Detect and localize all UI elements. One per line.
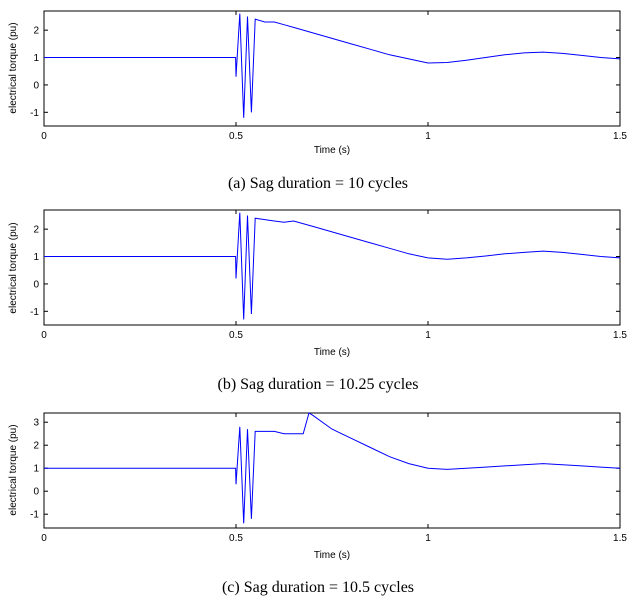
y-tick-label: 2 (33, 441, 39, 452)
x-axis-label: Time (s) (314, 145, 350, 156)
y-ticks: -1 0 1 2 (30, 26, 620, 119)
y-axis-label: electrical torque (pu) (8, 424, 19, 515)
y-tick-label: 0 (33, 279, 39, 290)
panel-c: 0 0.5 1 1.5 -1 0 1 2 3 Time (s) electrical torq… (8, 412, 627, 596)
panel-a: 0 0.5 1 1.5 -1 0 1 2 Time (s) electrical torqu… (8, 10, 627, 192)
x-tick-label: 0 (41, 533, 47, 544)
y-tick-label: 1 (33, 252, 39, 263)
panel-caption: (a) Sag duration = 10 cycles (228, 175, 408, 192)
x-tick-label: 0.5 (229, 533, 243, 544)
x-tick-label: 1 (425, 533, 431, 544)
x-tick-label: 1.5 (613, 131, 627, 142)
x-tick-label: 1.5 (613, 533, 627, 544)
y-tick-label: 2 (33, 225, 39, 236)
torque-series-line (44, 412, 621, 524)
x-tick-label: 0.5 (229, 330, 243, 341)
x-tick-label: 1 (425, 330, 431, 341)
panel-caption: (b) Sag duration = 10.25 cycles (218, 376, 419, 393)
x-tick-label: 0 (41, 330, 47, 341)
panel-caption: (c) Sag duration = 10.5 cycles (222, 579, 414, 596)
y-tick-label: 3 (33, 418, 39, 429)
y-tick-label: 1 (33, 464, 39, 475)
y-axis-label: electrical torque (pu) (8, 22, 19, 113)
y-axis-label: electrical torque (pu) (8, 222, 19, 313)
y-ticks: -1 0 1 2 3 (30, 418, 620, 521)
plot-frame (43, 10, 621, 127)
x-tick-label: 0.5 (229, 131, 243, 142)
torque-series-line (44, 212, 621, 320)
panel-b: 0 0.5 1 1.5 -1 0 1 2 Time (s) electrical torqu… (8, 209, 627, 393)
y-tick-label: -1 (30, 108, 39, 119)
y-tick-label: 1 (33, 53, 39, 64)
x-ticks: 0 0.5 1 1.5 (41, 11, 627, 142)
x-tick-label: 1.5 (613, 330, 627, 341)
y-tick-label: -1 (30, 307, 39, 318)
x-ticks: 0 0.5 1 1.5 (41, 210, 627, 341)
x-axis-label: Time (s) (314, 347, 350, 358)
x-tick-label: 1 (425, 131, 431, 142)
x-axis-label: Time (s) (314, 550, 350, 561)
plot-frame (43, 412, 621, 529)
x-ticks: 0 0.5 1 1.5 (41, 413, 627, 544)
x-tick-label: 0 (41, 131, 47, 142)
y-ticks: -1 0 1 2 (30, 225, 620, 318)
torque-series-line (44, 13, 621, 118)
y-tick-label: 0 (33, 487, 39, 498)
plot-frame (43, 209, 621, 326)
y-tick-label: 2 (33, 26, 39, 37)
y-tick-label: 0 (33, 80, 39, 91)
y-tick-label: -1 (30, 510, 39, 521)
